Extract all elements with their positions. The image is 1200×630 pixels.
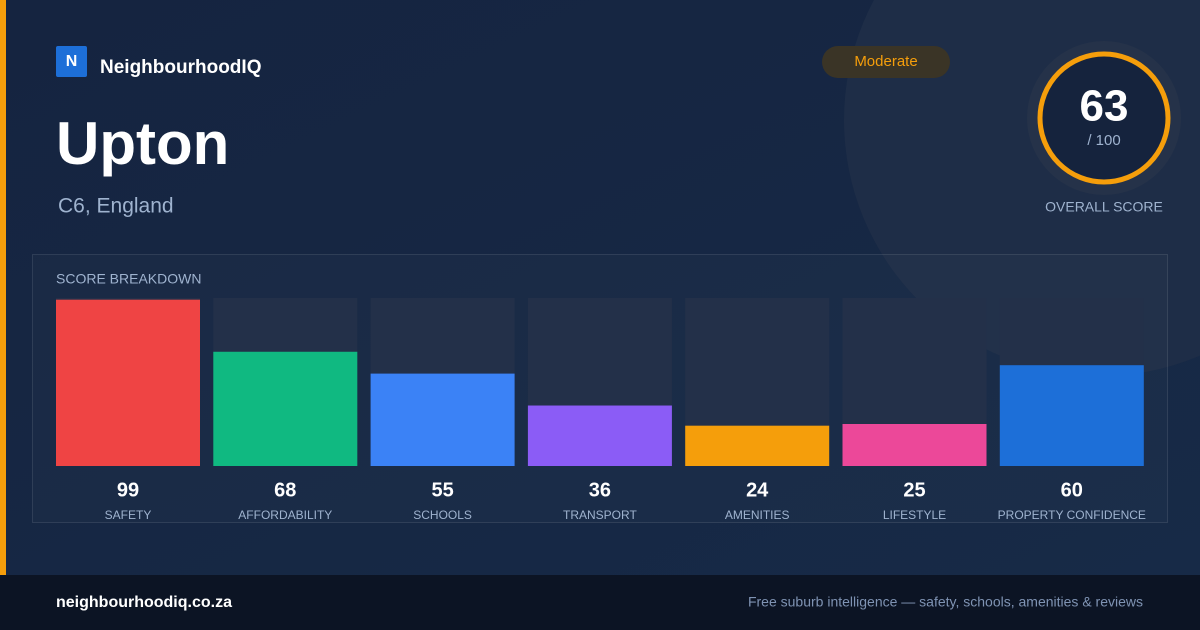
logo [56,46,87,77]
value-label: 24 [746,479,769,501]
category-label: PROPERTY CONFIDENCE [998,508,1146,522]
score-label: / 100 [1087,132,1120,149]
badge-text: Moderate [854,53,917,70]
brand-name: NeighbourhoodIQ [100,57,261,78]
score-caption: OVERALL SCORE [1045,199,1163,215]
value-label: 99 [117,479,139,501]
value-label: 36 [589,479,611,501]
bar [999,365,1144,466]
bar [842,424,987,466]
bar [56,299,200,466]
breakdown-panel [32,254,1168,523]
place-name: Upton [56,110,229,177]
value-label: 60 [1061,479,1083,501]
category-label: SAFETY [105,508,152,522]
badge [822,46,950,78]
footer-site: neighbourhoodiq.co.za [56,594,232,611]
accent-stripe [0,0,6,575]
bar-chart: 99 SAFETY 68 AFFORDABILITY 55 SCHOOLS 36 TRANSP… [56,298,1146,522]
value-label: 55 [431,479,453,501]
score-value: 63 [1080,82,1129,131]
footer [0,575,1200,630]
value-label: 25 [903,479,925,501]
value-label: 68 [274,479,296,501]
footer-tagline: Free suburb intelligence — safety, schoo… [748,594,1143,610]
score-ring [1037,51,1171,185]
logo-letter: N [66,53,78,70]
category-label: LIFESTYLE [883,508,946,522]
bar [213,351,358,466]
category-label: SCHOOLS [413,508,472,522]
place-region: C6, England [58,195,174,218]
bar [685,425,830,466]
category-label: TRANSPORT [563,508,637,522]
category-label: AMENITIES [725,508,790,522]
chart-title: SCORE BREAKDOWN [56,271,201,287]
bar [527,405,672,466]
category-label: AFFORDABILITY [238,508,332,522]
bar [370,373,515,466]
